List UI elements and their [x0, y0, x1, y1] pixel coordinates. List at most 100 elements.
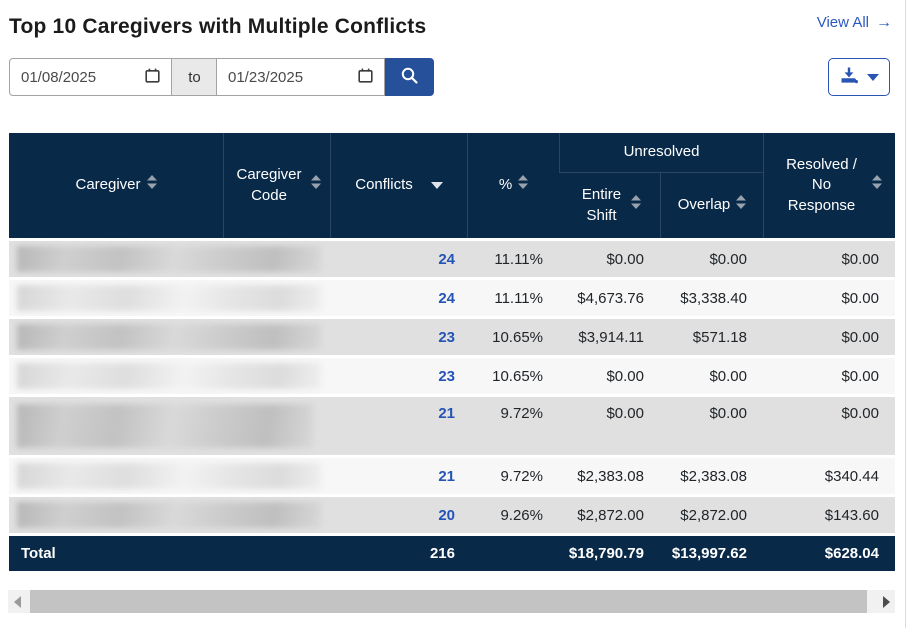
- caregiver-redacted-cell: [9, 280, 330, 316]
- entire-shift-cell: $3,914.11: [578, 328, 644, 346]
- table-row: 24 11.11% $0.00 $0.00 $0.00: [9, 238, 895, 277]
- redacted-name-blur: [17, 463, 321, 489]
- table-row: 23 10.65% $0.00 $0.00 $0.00: [9, 355, 895, 394]
- table-row: 21 9.72% $0.00 $0.00 $0.00: [9, 394, 895, 455]
- resolved-cell: $0.00: [841, 250, 879, 268]
- conflicts-link[interactable]: 24: [438, 289, 455, 307]
- entire-shift-cell: $2,872.00: [577, 506, 644, 524]
- horizontal-scrollbar[interactable]: [8, 590, 895, 613]
- total-entire-shift: $18,790.79: [568, 545, 644, 562]
- table-row: 24 11.11% $4,673.76 $3,338.40 $0.00: [9, 277, 895, 316]
- sort-both-icon: [146, 175, 157, 195]
- right-arrow-icon: →: [876, 14, 892, 31]
- sort-both-icon: [630, 195, 641, 215]
- caregiver-redacted-cell: [9, 358, 330, 394]
- total-overlap: $13,997.62: [671, 545, 747, 562]
- sort-both-icon: [518, 175, 529, 195]
- entire-shift-cell: $0.00: [606, 250, 644, 268]
- resolved-cell: $0.00: [841, 367, 879, 385]
- total-row: Total 216 $18,790.79 $13,997.62 $628.04: [9, 533, 895, 571]
- view-all-label: View All: [816, 14, 869, 31]
- overlap-cell: $2,872.00: [680, 506, 747, 524]
- caregiver-redacted-cell: [9, 497, 330, 533]
- conflicts-link[interactable]: 20: [438, 506, 455, 524]
- percent-cell: 9.26%: [500, 506, 543, 524]
- conflicts-link[interactable]: 23: [438, 367, 455, 385]
- sort-both-icon: [736, 195, 747, 215]
- overlap-cell: $0.00: [709, 405, 747, 422]
- entire-shift-cell: $2,383.08: [577, 467, 644, 485]
- column-header-percent[interactable]: %: [467, 133, 559, 238]
- conflicts-link[interactable]: 21: [438, 467, 455, 485]
- column-header-entire-shift[interactable]: Entire Shift: [559, 173, 660, 238]
- redacted-name-blur: [17, 285, 321, 311]
- caregiver-redacted-cell: [9, 319, 330, 355]
- sort-both-icon: [871, 175, 882, 195]
- table-row: 21 9.72% $2,383.08 $2,383.08 $340.44: [9, 455, 895, 494]
- scroll-right-button[interactable]: [877, 590, 895, 613]
- redacted-name-blur: [17, 324, 321, 350]
- calendar-icon[interactable]: [358, 68, 373, 87]
- redacted-name-blur: [17, 502, 321, 528]
- view-all-link[interactable]: View All →: [817, 12, 892, 34]
- chevron-down-icon: [866, 73, 879, 81]
- column-header-resolved[interactable]: Resolved / No Response: [763, 133, 895, 238]
- date-range-group: 01/08/2025 to 01/23/2025: [9, 58, 434, 96]
- overlap-cell: $2,383.08: [680, 467, 747, 485]
- caregiver-redacted-cell: [9, 397, 330, 455]
- table-row: 20 9.26% $2,872.00 $2,872.00 $143.60: [9, 494, 895, 533]
- start-date-input[interactable]: 01/08/2025: [9, 58, 172, 96]
- total-label: Total: [21, 545, 56, 562]
- overlap-cell: $3,338.40: [680, 289, 747, 307]
- entire-shift-cell: $4,673.76: [577, 289, 644, 307]
- resolved-cell: $0.00: [841, 405, 879, 422]
- start-date-value: 01/08/2025: [21, 68, 97, 86]
- entire-shift-cell: $0.00: [606, 367, 644, 385]
- download-icon: [840, 67, 860, 87]
- scrollbar-thumb[interactable]: [30, 590, 867, 613]
- table-header: Caregiver Caregiver Code Conflicts % Unr…: [9, 133, 895, 238]
- left-triangle-icon: [13, 595, 21, 608]
- column-header-caregiver-code[interactable]: Caregiver Code: [223, 133, 330, 238]
- conflicts-table: Caregiver Caregiver Code Conflicts % Unr…: [9, 133, 895, 571]
- table-row: 23 10.65% $3,914.11 $571.18 $0.00: [9, 316, 895, 355]
- sort-desc-icon: [430, 182, 443, 189]
- percent-cell: 11.11%: [494, 289, 543, 307]
- page-title: Top 10 Caregivers with Multiple Conflict…: [9, 15, 427, 38]
- right-triangle-icon: [882, 595, 890, 608]
- redacted-name-blur: [17, 404, 313, 448]
- overlap-cell: $0.00: [709, 250, 747, 268]
- overlap-cell: $0.00: [709, 367, 747, 385]
- conflicts-link[interactable]: 21: [438, 405, 455, 422]
- download-button[interactable]: [828, 58, 890, 96]
- entire-shift-cell: $0.00: [606, 405, 644, 422]
- percent-cell: 10.65%: [492, 328, 543, 346]
- end-date-input[interactable]: 01/23/2025: [216, 58, 385, 96]
- percent-cell: 10.65%: [492, 367, 543, 385]
- title-row: Top 10 Caregivers with Multiple Conflict…: [0, 0, 905, 42]
- conflicts-link[interactable]: 24: [438, 250, 455, 268]
- calendar-icon[interactable]: [145, 68, 160, 87]
- redacted-name-blur: [17, 363, 321, 389]
- percent-cell: 11.11%: [494, 250, 543, 268]
- conflicts-link[interactable]: 23: [438, 328, 455, 346]
- resolved-cell: $0.00: [841, 328, 879, 346]
- date-range-to-label: to: [171, 58, 217, 96]
- scroll-left-button[interactable]: [8, 590, 26, 613]
- search-icon: [400, 66, 419, 88]
- caregiver-redacted-cell: [9, 241, 330, 277]
- redacted-name-blur: [17, 246, 321, 272]
- column-header-caregiver[interactable]: Caregiver: [9, 133, 223, 238]
- total-resolved: $628.04: [824, 545, 879, 562]
- end-date-value: 01/23/2025: [228, 68, 304, 86]
- search-button[interactable]: [385, 58, 434, 96]
- controls-row: 01/08/2025 to 01/23/2025: [9, 58, 890, 96]
- total-percent: [467, 536, 559, 571]
- percent-cell: 9.72%: [500, 405, 543, 422]
- column-header-overlap[interactable]: Overlap: [660, 173, 763, 238]
- caregiver-redacted-cell: [9, 458, 330, 494]
- resolved-cell: $340.44: [824, 467, 879, 485]
- column-header-conflicts[interactable]: Conflicts: [330, 133, 467, 238]
- column-group-unresolved: Unresolved: [559, 133, 763, 173]
